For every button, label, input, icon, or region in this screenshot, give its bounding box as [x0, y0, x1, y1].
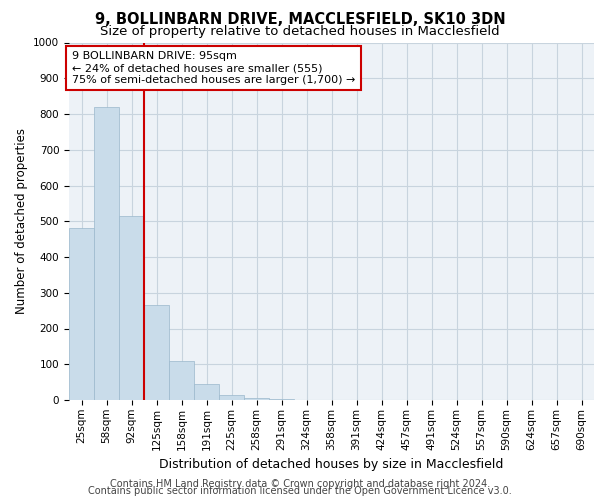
- Bar: [219, 394, 244, 400]
- Bar: [244, 398, 269, 400]
- Bar: [69, 228, 94, 400]
- X-axis label: Distribution of detached houses by size in Macclesfield: Distribution of detached houses by size …: [160, 458, 503, 471]
- Y-axis label: Number of detached properties: Number of detached properties: [14, 128, 28, 314]
- Text: Contains public sector information licensed under the Open Government Licence v3: Contains public sector information licen…: [88, 486, 512, 496]
- Text: Contains HM Land Registry data © Crown copyright and database right 2024.: Contains HM Land Registry data © Crown c…: [110, 479, 490, 489]
- Bar: [194, 384, 219, 400]
- Text: 9 BOLLINBARN DRIVE: 95sqm
← 24% of detached houses are smaller (555)
75% of semi: 9 BOLLINBARN DRIVE: 95sqm ← 24% of detac…: [71, 52, 355, 84]
- Bar: [119, 216, 144, 400]
- Bar: [169, 360, 194, 400]
- Bar: [144, 306, 169, 400]
- Text: Size of property relative to detached houses in Macclesfield: Size of property relative to detached ho…: [100, 25, 500, 38]
- Bar: [94, 107, 119, 400]
- Text: 9, BOLLINBARN DRIVE, MACCLESFIELD, SK10 3DN: 9, BOLLINBARN DRIVE, MACCLESFIELD, SK10 …: [95, 12, 505, 28]
